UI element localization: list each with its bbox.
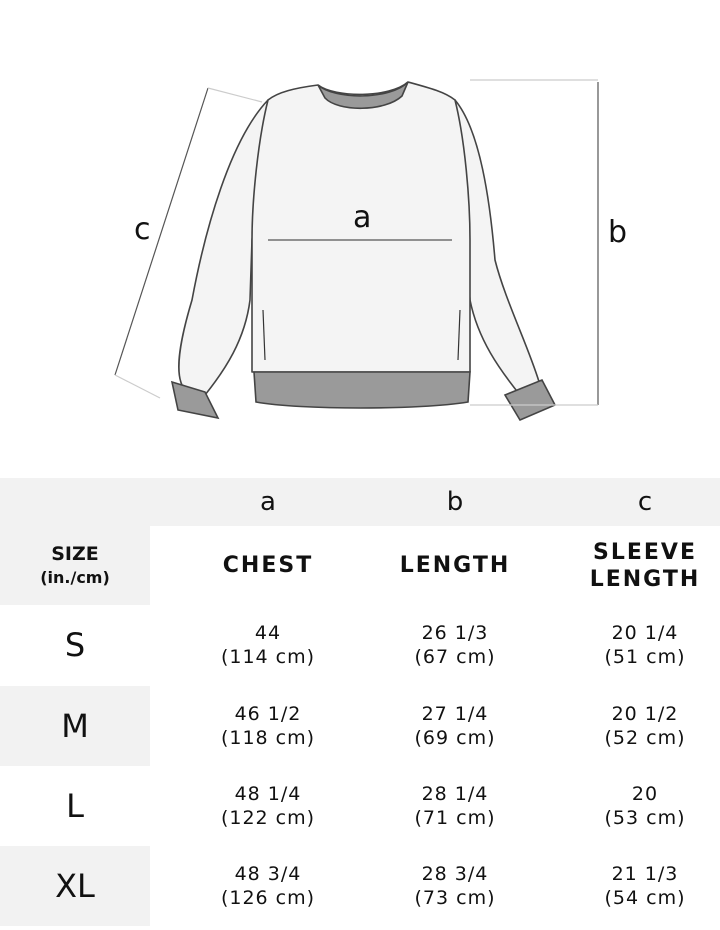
measure-line-c bbox=[114, 87, 209, 376]
value-cm: (67 cm) bbox=[414, 646, 496, 668]
value-cm: (118 cm) bbox=[220, 727, 316, 749]
left-cuff bbox=[170, 380, 220, 420]
measurement-cell: 21 1/3 (54 cm) bbox=[552, 846, 720, 926]
size-header: SIZE (in./cm) bbox=[0, 526, 150, 605]
size-label: M bbox=[0, 686, 150, 766]
measurement-cell: 28 3/4 (73 cm) bbox=[362, 846, 548, 926]
column-letter-a: a bbox=[260, 487, 276, 517]
header-length: LENGTH bbox=[399, 553, 511, 578]
value-in: 48 1/4 bbox=[234, 783, 302, 805]
value-cm: (53 cm) bbox=[604, 807, 686, 829]
measurement-cell: 20 (53 cm) bbox=[552, 766, 720, 846]
value-cm: (73 cm) bbox=[414, 887, 496, 909]
value-in: 44 bbox=[254, 622, 282, 644]
value-cm: (114 cm) bbox=[220, 646, 316, 668]
measurement-cell: 27 1/4 (69 cm) bbox=[362, 686, 548, 766]
value-in: 20 bbox=[631, 783, 659, 805]
hem-rib bbox=[253, 371, 471, 409]
measurement-cell: 48 1/4 (122 cm) bbox=[175, 766, 361, 846]
header-sleeve-length: SLEEVE LENGTH bbox=[589, 539, 701, 592]
measurement-cell: 26 1/3 (67 cm) bbox=[362, 605, 548, 685]
right-sleeve bbox=[454, 99, 541, 396]
value-in: 46 1/2 bbox=[234, 703, 302, 725]
value-cm: (69 cm) bbox=[414, 727, 496, 749]
value-cm: (54 cm) bbox=[604, 887, 686, 909]
label-a: a bbox=[353, 200, 372, 235]
value-in: 27 1/4 bbox=[421, 703, 489, 725]
value-in: 20 1/4 bbox=[611, 622, 679, 644]
label-c: c bbox=[134, 212, 151, 247]
size-label: S bbox=[64, 626, 86, 664]
value-cm: (51 cm) bbox=[604, 646, 686, 668]
size-label: L bbox=[66, 787, 84, 825]
collar-rib bbox=[317, 81, 409, 110]
value-in: 20 1/2 bbox=[611, 703, 679, 725]
measurement-cell: 48 3/4 (126 cm) bbox=[175, 846, 361, 926]
column-letter-b: b bbox=[446, 487, 464, 517]
column-letter-c: c bbox=[637, 487, 653, 517]
letter-row bbox=[0, 478, 720, 526]
measurement-cell: 46 1/2 (118 cm) bbox=[175, 686, 361, 766]
value-cm: (52 cm) bbox=[604, 727, 686, 749]
value-in: 28 1/4 bbox=[421, 783, 489, 805]
value-in: 48 3/4 bbox=[234, 863, 302, 885]
measurement-cell: 28 1/4 (71 cm) bbox=[362, 766, 548, 846]
value-in: 26 1/3 bbox=[421, 622, 489, 644]
measurement-cell: 20 1/4 (51 cm) bbox=[552, 605, 720, 685]
value-in: 21 1/3 bbox=[611, 863, 679, 885]
value-cm: (122 cm) bbox=[220, 807, 316, 829]
header-chest: CHEST bbox=[222, 553, 314, 578]
measurement-cell: 44 (114 cm) bbox=[175, 605, 361, 685]
size-label: XL bbox=[0, 846, 150, 926]
sweater-diagram bbox=[114, 79, 599, 422]
measurement-cell: 20 1/2 (52 cm) bbox=[552, 686, 720, 766]
value-cm: (126 cm) bbox=[220, 887, 316, 909]
value-in: 28 3/4 bbox=[421, 863, 489, 885]
value-cm: (71 cm) bbox=[414, 807, 496, 829]
label-b: b bbox=[608, 215, 628, 250]
left-sleeve bbox=[178, 99, 269, 396]
